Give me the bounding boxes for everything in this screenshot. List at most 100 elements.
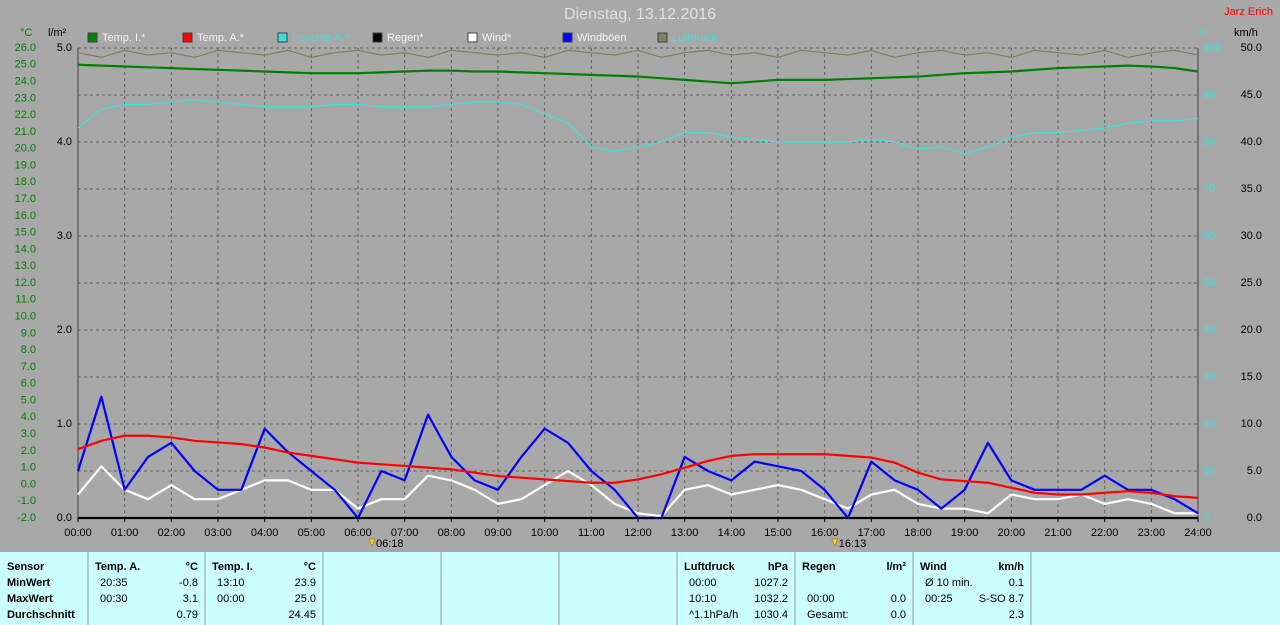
x-tick-label: 09:00 (484, 527, 512, 539)
column-header: Temp. I. (212, 561, 253, 573)
y-tick-label: 20.0 (1241, 324, 1262, 336)
column-header: Regen (802, 561, 836, 573)
y-unit: °C (20, 27, 32, 39)
legend-swatch (372, 32, 383, 43)
cell-value: 1027.2 (754, 577, 788, 589)
x-tick-label: 10:00 (531, 527, 559, 539)
x-tick-label: 06:00 (344, 527, 372, 539)
x-tick-label: 01:00 (111, 527, 139, 539)
y-tick-label: 12.0 (15, 277, 36, 289)
cell-value: S-SO 8.7 (979, 593, 1024, 605)
x-tick-label: 13:00 (671, 527, 699, 539)
cell-time: Ø 10 min. (925, 577, 973, 589)
y-tick-label: 10.0 (15, 310, 36, 322)
y-tick-label: 4.0 (21, 411, 36, 423)
cell-time: 10:10 (689, 593, 717, 605)
column-unit: °C (304, 561, 316, 573)
x-tick-label: 03:00 (204, 527, 232, 539)
y-tick-label: 19.0 (15, 159, 36, 171)
y-tick-label: 3.0 (21, 428, 36, 440)
y-tick-label: 35.0 (1241, 183, 1262, 195)
y-tick-label: 5.0 (57, 42, 72, 54)
cell-time: 00:00 (217, 593, 245, 605)
cell-value: 23.9 (295, 577, 316, 589)
cell-time: 00:30 (100, 593, 128, 605)
legend-swatch (182, 32, 193, 43)
humidity-unit: % (1197, 27, 1207, 39)
cell-value: 1032.2 (754, 593, 788, 605)
row-label: MaxWert (7, 593, 53, 605)
series-line (77, 99, 1199, 155)
row-label: Sensor (7, 561, 45, 573)
x-tick-label: 20:00 (998, 527, 1026, 539)
y-tick-label: 4.0 (57, 136, 72, 148)
y-tick-label: 80 (1203, 136, 1215, 148)
y-tick-label: -1.0 (17, 495, 36, 507)
y-tick-label: 22.0 (15, 109, 36, 121)
x-tick-label: 15:00 (764, 527, 792, 539)
x-tick-label: 17:00 (858, 527, 886, 539)
row-label: Durchschnitt (7, 609, 75, 621)
series-line (77, 49, 1199, 59)
column-header: Luftdruck (684, 561, 736, 573)
cell-value: 0.0 (891, 593, 906, 605)
y-tick-label: 90 (1203, 89, 1215, 101)
stats-panel (0, 552, 1280, 625)
y-tick-label: 40 (1203, 324, 1215, 336)
legend-label: Temp. I.* (102, 32, 146, 44)
y-tick-label: 0.0 (57, 512, 72, 524)
y-tick-label: 0 (1203, 512, 1209, 524)
legend-swatch (467, 32, 478, 43)
y-tick-label: 60 (1203, 230, 1215, 242)
y-tick-label: 2.0 (21, 445, 36, 457)
cell-time: 00:00 (807, 593, 835, 605)
y-tick-label: 10.0 (1241, 418, 1262, 430)
legend-label: Feuchte A.* (292, 32, 350, 44)
legend-label: Regen* (387, 32, 424, 44)
x-tick-label: 08:00 (438, 527, 466, 539)
rain-unit: l/m² (48, 27, 67, 39)
cell-time: 00:00 (689, 577, 717, 589)
column-unit: km/h (998, 561, 1024, 573)
y-tick-label: 25.0 (1241, 277, 1262, 289)
series-line (77, 63, 1199, 85)
column-header: Wind (920, 561, 947, 573)
y-tick-label: 100 (1203, 42, 1221, 54)
y-tick-label: 5.0 (21, 394, 36, 406)
legend-swatch (562, 32, 573, 43)
y-tick-label: 25.0 (15, 59, 36, 71)
y-tick-label: 14.0 (15, 243, 36, 255)
y-tick-label: 2.0 (57, 324, 72, 336)
x-tick-label: 04:00 (251, 527, 279, 539)
y-tick-label: 30 (1203, 371, 1215, 383)
y-tick-label: -2.0 (17, 512, 36, 524)
y-tick-label: 50 (1203, 277, 1215, 289)
y-tick-label: 1.0 (21, 462, 36, 474)
x-tick-label: 14:00 (718, 527, 746, 539)
x-tick-label: 12:00 (624, 527, 652, 539)
y-tick-label: 15.0 (15, 227, 36, 239)
y-tick-label: 40.0 (1241, 136, 1262, 148)
x-tick-label: 11:00 (578, 527, 605, 539)
y-tick-label: 13.0 (15, 260, 36, 272)
wind-unit: km/h (1234, 27, 1258, 39)
cell-value: 25.0 (295, 593, 316, 605)
y-tick-label: 45.0 (1241, 89, 1262, 101)
legend-label: Temp. A.* (197, 32, 245, 44)
cell-value: 24.45 (288, 609, 316, 621)
x-tick-label: 18:00 (904, 527, 932, 539)
x-tick-label: 19:00 (951, 527, 979, 539)
y-tick-label: 6.0 (21, 378, 36, 390)
author: Jarz Erich (1224, 6, 1273, 18)
legend-swatch (657, 32, 668, 43)
y-tick-label: 20.0 (15, 143, 36, 155)
legend-label: Windböen (577, 32, 627, 44)
x-tick-label: 16:00 (811, 527, 839, 539)
column-unit: °C (186, 561, 198, 573)
sun-marker (368, 538, 376, 547)
y-tick-label: 20 (1203, 418, 1215, 430)
y-tick-label: 11.0 (15, 294, 36, 306)
x-tick-label: 23:00 (1138, 527, 1166, 539)
series-line (77, 465, 1198, 518)
